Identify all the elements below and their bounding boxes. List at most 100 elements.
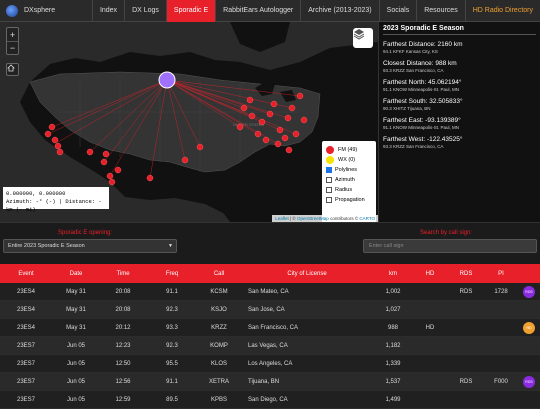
nav-hd-radio-directory[interactable]: HD Radio Directory [464, 0, 540, 22]
table-row[interactable]: 23ES4 May 31 20:08 92.3 KSJO San Jose, CA 1,02… [0, 301, 540, 319]
propagation-checkbox[interactable]: Propagation [326, 195, 372, 205]
cell-date: May 31 [66, 288, 86, 295]
call-sign-search-input[interactable]: Enter call sign [363, 239, 537, 253]
top-navigation-bar: DXsphere Index DX Logs Sporadic E Rabbit… [0, 0, 540, 22]
nav-sporadic-e[interactable]: Sporadic E [165, 0, 216, 22]
nav-index[interactable]: Index [91, 0, 124, 22]
col-event[interactable]: Event [18, 270, 34, 277]
col-city[interactable]: City of License [287, 270, 327, 277]
col-time[interactable]: Time [116, 270, 130, 277]
table-row[interactable]: 23ES7 Jun 05 12:56 91.1 XETRA Tijuana, BN 1,53… [0, 373, 540, 391]
table-row[interactable]: 23ES7 Jun 05 12:23 92.3 KOMP Las Vegas, CA 1,1… [0, 337, 540, 355]
azimuth-distance: Azimuth: -° (-) | Distance: - km (- mi) [6, 198, 102, 213]
col-call[interactable]: Call [213, 270, 225, 277]
search-label: Search by call sign: [420, 230, 473, 236]
chevron-down-icon: ▼ [168, 243, 173, 249]
cell-event: 23ES7 [16, 378, 35, 385]
table-row[interactable]: 23ES4 May 31 20:08 91.1 KCSM San Mateo, CA 1,0… [0, 283, 540, 301]
checkbox-icon [326, 177, 332, 183]
opening-select[interactable]: Entire 2023 Sporadic E Season ▼ [3, 239, 177, 253]
col-km[interactable]: km [389, 270, 397, 277]
stat-farthest-south: Farthest South: 32.505833° 90.3 XHITZ Tij… [383, 98, 463, 111]
polylines [47, 79, 301, 179]
cell-pi: F000 [494, 378, 508, 385]
cell-km: 1,537 [385, 378, 401, 385]
radius-checkbox[interactable]: Radius [326, 185, 372, 195]
cell-call: KSJO [211, 306, 227, 313]
nav-resources[interactable]: Resources [416, 0, 464, 22]
rds-badge-icon[interactable]: RDS [523, 285, 535, 298]
season-title: 2023 Sporadic E Season [383, 25, 536, 35]
home-view-button[interactable] [6, 63, 19, 76]
cell-date: Jun 05 [66, 378, 85, 385]
osm-link[interactable]: OpenStreetMap [297, 216, 329, 221]
layers-button[interactable] [353, 28, 373, 48]
cell-call: KPBS [210, 396, 227, 403]
col-rds[interactable]: RDS [459, 270, 473, 277]
cell-freq: 92.3 [166, 342, 178, 349]
home-station-marker[interactable] [158, 71, 176, 89]
home-icon [7, 64, 15, 72]
cell-freq: 93.3 [166, 324, 178, 331]
table-row[interactable]: 23ES7 Jun 05 12:59 89.5 KPBS San Diego, CA 1,4… [0, 391, 540, 409]
table-row[interactable]: 23ES4 May 31 20:12 93.3 KRZZ San Francisco, C… [0, 319, 540, 337]
stat-closest-distance: Closest Distance: 988 km 93.3 KRZZ San Fr… [383, 60, 457, 73]
cell-badge: HD [518, 321, 540, 334]
continental-us [29, 71, 321, 173]
map-canvas: UNITED STATES [0, 22, 378, 222]
nav-socials[interactable]: Socials [378, 0, 417, 22]
col-date[interactable]: Date [69, 270, 83, 277]
cell-km: 1,339 [385, 360, 401, 367]
cell-event: 23ES4 [16, 288, 35, 295]
cell-city: Tijuana, BN [248, 378, 280, 385]
coordinates-readout: 0.000000, 0.000000 Azimuth: -° (-) | Dis… [3, 187, 109, 213]
brand-name: DXsphere [24, 7, 56, 14]
stat-farthest-east: Farthest East: -93.139389° 91.1 KNOW Minn… [383, 117, 461, 130]
checkbox-checked-icon [326, 167, 332, 173]
azimuth-checkbox[interactable]: Azimuth [326, 175, 372, 185]
zoom-out-button[interactable]: − [7, 41, 18, 54]
cell-time: 12:56 [115, 378, 131, 385]
nav-archive[interactable]: Archive (2013-2023) [300, 0, 378, 22]
cell-call: KLOS [210, 360, 227, 367]
cell-badge: RDS [518, 285, 540, 298]
sporadic-e-map[interactable]: UNITED STATES [0, 22, 378, 222]
table-body: 23ES4 May 31 20:08 91.1 KCSM San Mateo, CA 1,0… [0, 283, 540, 409]
carto-link[interactable]: CARTO [359, 216, 375, 221]
cell-freq: 95.5 [166, 360, 178, 367]
polylines-checkbox[interactable]: Polylines [326, 165, 372, 175]
cell-event: 23ES7 [16, 396, 35, 403]
cell-km: 1,499 [385, 396, 401, 403]
wx-dot-icon [326, 156, 334, 164]
cell-date: May 31 [66, 324, 86, 331]
nav-dx-logs[interactable]: DX Logs [124, 0, 166, 22]
cell-time: 20:08 [115, 306, 131, 313]
table-row[interactable]: 23ES7 Jun 05 12:50 95.5 KLOS Los Angeles, CA 1… [0, 355, 540, 373]
rds-badge-icon[interactable]: RDS [523, 375, 535, 388]
gulf-of-mexico [210, 172, 305, 222]
nav-rabbitears-autologger[interactable]: RabbitEars Autologger [215, 0, 300, 22]
cell-event: 23ES4 [16, 306, 35, 313]
osm-contributors: contributors [330, 216, 354, 221]
col-pi[interactable]: PI [498, 270, 504, 277]
cell-event: 23ES7 [16, 360, 35, 367]
legend-fm[interactable]: FM (49) [326, 145, 372, 155]
col-freq[interactable]: Freq [165, 270, 179, 277]
great-lakes [255, 82, 296, 102]
col-hd[interactable]: HD [425, 270, 435, 277]
hd-badge-icon[interactable]: HD [523, 321, 535, 334]
leaflet-link[interactable]: Leaflet [275, 216, 289, 221]
checkbox-icon [326, 197, 332, 203]
cell-km: 1,002 [385, 288, 401, 295]
opening-select-value: Entire 2023 Sporadic E Season [8, 243, 85, 249]
checkbox-icon [326, 187, 332, 193]
cell-city: Los Angeles, CA [248, 360, 293, 367]
zoom-in-button[interactable]: + [9, 29, 16, 40]
brand[interactable]: DXsphere [0, 4, 92, 17]
season-summary-panel: 2023 Sporadic E Season Farthest Distance… [378, 22, 540, 222]
fm-station-markers[interactable] [44, 92, 308, 186]
legend-wx[interactable]: WX (0) [326, 155, 372, 165]
cell-city: San Diego, CA [248, 396, 288, 403]
cell-city: San Francisco, CA [248, 324, 299, 331]
cell-km: 988 [387, 324, 398, 331]
